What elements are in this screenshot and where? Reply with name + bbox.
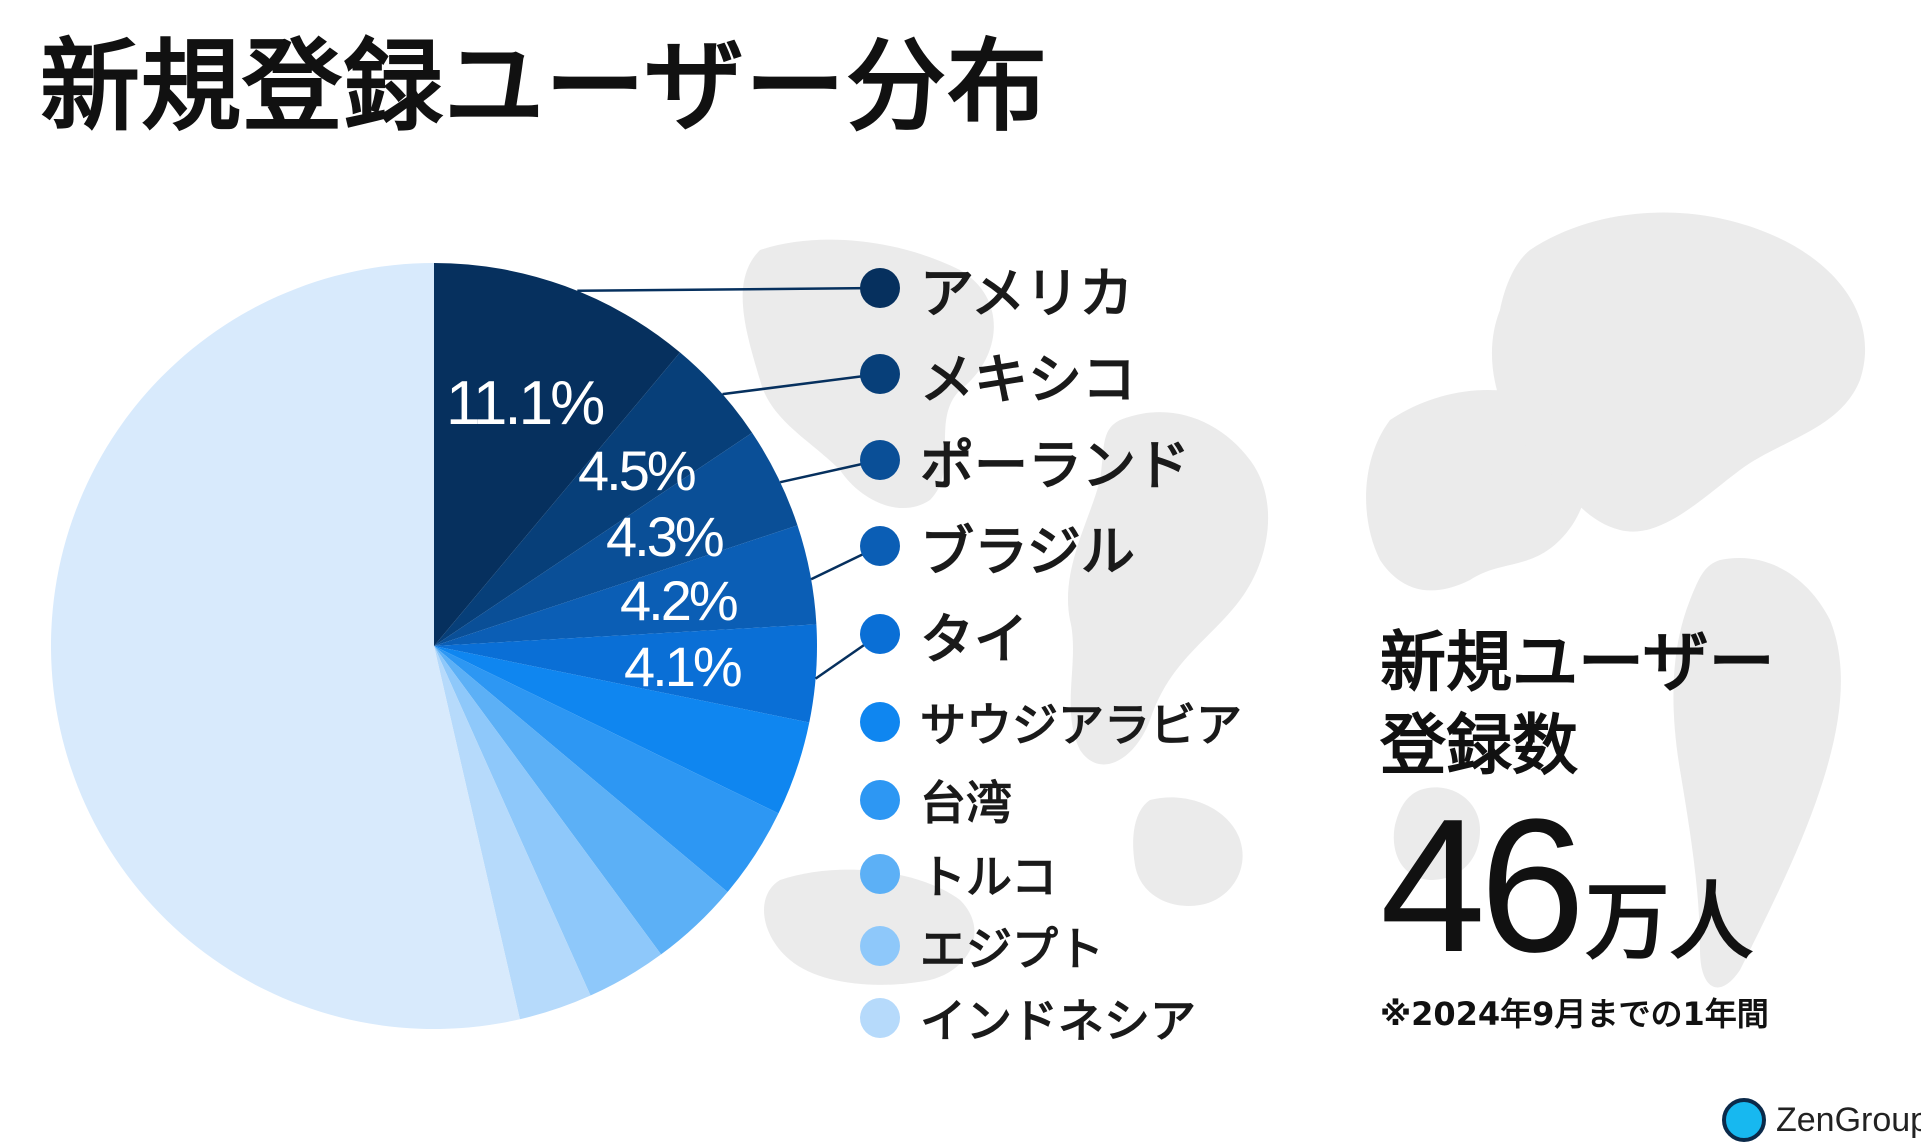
pie-slice-others [50, 263, 520, 1029]
brand-name: ZenGroup [1776, 1100, 1921, 1139]
pie-slice-4 [434, 525, 817, 646]
leader-line-2 [722, 372, 881, 396]
legend-item: 台湾 [860, 770, 1012, 830]
slice-label-2: 4.5% [578, 439, 695, 502]
legend-item: アメリカ [860, 258, 1133, 325]
slice-labels: 11.1%4.5%4.3%4.2%4.1% [446, 369, 744, 698]
legend-label: ポーランド [920, 433, 1190, 497]
legend-label: サウジアラビア [920, 698, 1242, 752]
map-landmass-4 [1491, 212, 1866, 532]
legend-item: ポーランド [860, 430, 1190, 497]
legend-marker [860, 998, 900, 1038]
legend-item: タイ [860, 604, 1028, 671]
legend-label: 台湾 [920, 776, 1012, 830]
legend-item: ブラジル [860, 516, 1135, 583]
pie-slice-6 [434, 646, 810, 814]
legend-marker [860, 354, 900, 394]
summary-panel: 新規ユーザー 登録数 46 万人 ※2024年9月までの1年間 [1380, 622, 1775, 1035]
legend-item: メキシコ [860, 344, 1136, 411]
slice-label-3: 4.3% [606, 505, 723, 568]
legend-label: ブラジル [920, 519, 1135, 583]
legend-marker [860, 268, 900, 308]
legend-item: サウジアラビア [860, 692, 1242, 752]
pie-slice-2 [434, 352, 753, 646]
legend-item: インドネシア [860, 988, 1196, 1048]
legend-label: タイ [920, 607, 1028, 671]
legend-label: メキシコ [920, 347, 1136, 411]
pie-slice-9 [434, 646, 662, 996]
pie-slices [50, 263, 818, 1029]
legend-label: トルコ [920, 850, 1058, 904]
slice-label-4: 4.2% [620, 569, 737, 632]
legend-marker [860, 926, 900, 966]
pie-slice-1 [434, 263, 680, 646]
legend-item: トルコ [860, 844, 1057, 904]
legend-label: エジプト [920, 922, 1104, 976]
pie-slice-8 [434, 646, 728, 955]
legend-marker [860, 440, 900, 480]
world-map-background [742, 212, 1866, 988]
map-landmass-6 [1133, 797, 1243, 906]
legend-marker [860, 702, 900, 742]
legend-item: エジプト [860, 916, 1104, 976]
brand-logo: ZenGroup [1722, 1098, 1921, 1142]
legend-label: インドネシア [920, 994, 1196, 1048]
legend-marker [860, 854, 900, 894]
leader-line-1 [577, 286, 881, 293]
summary-label-line1: 新規ユーザー [1380, 624, 1775, 701]
pie-slice-5 [434, 624, 818, 723]
map-landmass-7 [1393, 787, 1480, 880]
brand-logo-icon [1722, 1098, 1766, 1142]
legend-marker [860, 780, 900, 820]
pie-slice-3 [434, 432, 798, 646]
summary-note: ※2024年9月までの1年間 [1380, 995, 1769, 1033]
pie-slice-10 [434, 646, 591, 1020]
pie-slice-7 [434, 646, 779, 892]
legend-marker [860, 614, 900, 654]
legend-marker [860, 526, 900, 566]
summary-number: 46 [1380, 780, 1585, 992]
map-landmass-8 [763, 869, 975, 985]
slice-label-5: 4.1% [624, 635, 741, 698]
summary-label-line2: 登録数 [1380, 706, 1578, 784]
summary-value-row: 46 万人 [1380, 791, 1775, 981]
slice-label-1: 11.1% [446, 369, 603, 438]
summary-unit: 万人 [1585, 873, 1754, 971]
page-title: 新規登録ユーザー分布 [40, 28, 1048, 145]
map-landmass-2 [1067, 412, 1269, 765]
legend-label: アメリカ [920, 261, 1134, 325]
summary-label: 新規ユーザー 登録数 [1380, 622, 1775, 787]
map-landmass-5 [1673, 558, 1841, 988]
